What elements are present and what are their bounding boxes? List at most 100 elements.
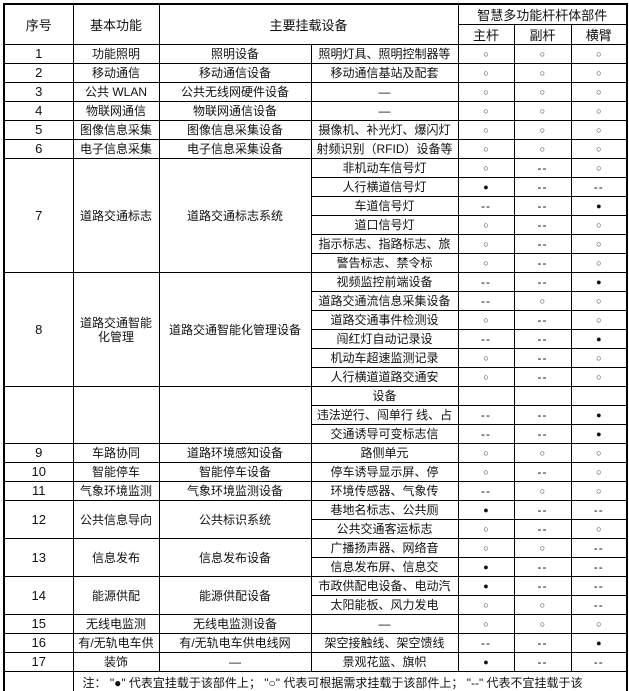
cell-mark-cross-arm: ○ bbox=[570, 443, 628, 463]
cell-function: 气象环境监测 bbox=[72, 481, 160, 501]
cell-mark-sub-pole: ○ bbox=[513, 82, 572, 102]
cell-mark-main-pole: ● bbox=[457, 652, 515, 672]
cell-mark-main-pole: ● bbox=[457, 576, 515, 596]
col-header-serial: 序号 bbox=[3, 3, 74, 45]
cell-mark-main-pole: ○ bbox=[457, 310, 515, 330]
cell-function: 有/无轨电车供 bbox=[72, 633, 160, 653]
col-header-main-pole: 主杆 bbox=[457, 24, 515, 45]
col-header-pole-parts: 智慧多功能杆杆体部件 bbox=[457, 3, 628, 25]
cell-system bbox=[158, 386, 312, 444]
cell-mark-sub-pole: -- bbox=[513, 329, 572, 349]
cell-mark-cross-arm: ○ bbox=[570, 63, 628, 83]
cell-mark-main-pole bbox=[457, 386, 515, 406]
cell-no bbox=[3, 386, 74, 444]
cell-mark-cross-arm: ● bbox=[570, 405, 628, 425]
cell-mark-main-pole: -- bbox=[457, 291, 515, 311]
cell-no: 9 bbox=[3, 443, 74, 463]
cell-device: — bbox=[310, 82, 459, 102]
cell-device: — bbox=[310, 101, 459, 121]
cell-mark-cross-arm: ○ bbox=[570, 462, 628, 482]
cell-function: 装饰 bbox=[72, 652, 160, 672]
cell-system: 智能停车设备 bbox=[158, 462, 312, 482]
cell-mark-main-pole: ● bbox=[457, 500, 515, 520]
cell-mark-sub-pole: -- bbox=[513, 158, 572, 178]
cell-mark-sub-pole: -- bbox=[513, 177, 572, 197]
cell-mark-main-pole: ○ bbox=[457, 348, 515, 368]
table-row: 14 能源供配 能源供配设备 市政供配电设备、电动汽 ● -- -- bbox=[3, 576, 628, 615]
cell-mark-cross-arm: ● bbox=[570, 633, 628, 653]
cell-mark-cross-arm: ● bbox=[570, 329, 628, 349]
cell-device: 巷地名标志、公共厕 bbox=[310, 500, 459, 520]
cell-device: 移动通信基站及配套 bbox=[310, 63, 459, 83]
cell-system: 道路交通标志系统 bbox=[158, 158, 312, 273]
cell-mark-main-pole: ○ bbox=[457, 367, 515, 387]
cell-device: 停车诱导显示屏、停 bbox=[310, 462, 459, 482]
cell-mark-cross-arm: ○ bbox=[570, 481, 628, 501]
cell-device: — bbox=[310, 614, 459, 634]
cell-mark-cross-arm: ○ bbox=[570, 291, 628, 311]
cell-system: 有/无轨电车供电线网 bbox=[158, 633, 312, 653]
table-row: 11 气象环境监测 气象环境监测设备 环境传感器、气象传 -- ○ ○ bbox=[3, 481, 628, 501]
cell-mark-sub-pole bbox=[513, 386, 572, 406]
cell-no: 4 bbox=[3, 101, 74, 121]
table-row: 4 物联网通信 物联网通信设备 — ○ ○ ○ bbox=[3, 101, 628, 121]
equipment-mounting-table: 序号 基本功能 主要挂载设备 智慧多功能杆杆体部件 主杆 副杆 横臂 1 功能照明… bbox=[3, 3, 629, 691]
table-row: 7 道路交通标志 道路交通标志系统 非机动车信号灯 ○ -- ○ bbox=[3, 158, 628, 273]
cell-device: 摄像机、补光灯、爆闪灯 bbox=[310, 120, 459, 140]
cell-mark-sub-pole: -- bbox=[513, 576, 572, 596]
cell-mark-main-pole: -- bbox=[457, 405, 515, 425]
cell-mark-cross-arm: ○ bbox=[570, 310, 628, 330]
table-row: 15 无线电监测 无线电监测设备 — ○ ○ ○ bbox=[3, 614, 628, 634]
cell-device: 环境传感器、气象传 bbox=[310, 481, 459, 501]
cell-mark-sub-pole: ○ bbox=[513, 291, 572, 311]
cell-mark-sub-pole: -- bbox=[513, 633, 572, 653]
cell-mark-main-pole: ○ bbox=[457, 120, 515, 140]
table-row: 8 道路交通智能化管理 道路交通智能化管理设备 视频监控前端设备 -- -- ● bbox=[3, 272, 628, 387]
col-header-main-equipment: 主要挂载设备 bbox=[158, 3, 459, 45]
cell-mark-main-pole: -- bbox=[457, 196, 515, 216]
table-row: 17 装饰 — 景观花篮、旗帜 ● -- -- bbox=[3, 652, 628, 672]
cell-mark-cross-arm: -- bbox=[570, 538, 628, 558]
cell-device: 车道信号灯 bbox=[310, 196, 459, 216]
table-row: 9 车路协同 道路环境感知设备 路侧单元 ○ ○ ○ bbox=[3, 443, 628, 463]
cell-mark-sub-pole: ○ bbox=[513, 44, 572, 64]
cell-mark-sub-pole: -- bbox=[513, 253, 572, 273]
cell-system: 道路环境感知设备 bbox=[158, 443, 312, 463]
cell-device: 景观花篮、旗帜 bbox=[310, 652, 459, 672]
table-row: 太阳能板、风力发电 ○ ○ -- bbox=[4, 595, 628, 615]
cell-system: 无线电监测设备 bbox=[158, 614, 312, 634]
cell-device: 人行横道道路交通安 bbox=[310, 367, 459, 387]
cell-system: — bbox=[158, 652, 312, 672]
header-row-1: 序号 基本功能 主要挂载设备 智慧多功能杆杆体部件 bbox=[3, 3, 628, 45]
cell-device: 指示标志、指路标志、旅 bbox=[310, 234, 459, 254]
cell-mark-main-pole: ○ bbox=[457, 443, 515, 463]
cell-mark-cross-arm: -- bbox=[570, 177, 628, 197]
table-row: 16 有/无轨电车供 有/无轨电车供电线网 架空接触线、架空馈线 -- -- ● bbox=[3, 633, 628, 653]
cell-device: 太阳能板、风力发电 bbox=[310, 595, 459, 615]
cell-function: 公共 WLAN bbox=[72, 82, 160, 102]
cell-device: 照明灯具、照明控制器等 bbox=[310, 44, 459, 64]
table-row: 13 信息发布 信息发布设备 广播扬声器、网络音 ○ ○ -- bbox=[3, 538, 628, 577]
cell-device: 机动车超速监测记录 bbox=[310, 348, 459, 368]
cell-mark-main-pole: ○ bbox=[457, 215, 515, 235]
cell-mark-cross-arm: ○ bbox=[570, 367, 628, 387]
cell-no: 17 bbox=[3, 652, 74, 672]
cell-mark-cross-arm: ○ bbox=[570, 348, 628, 368]
cell-function: 公共信息导向 bbox=[72, 500, 160, 539]
cell-device: 架空接触线、架空馈线 bbox=[310, 633, 459, 653]
cell-device: 路侧单元 bbox=[310, 443, 459, 463]
cell-function: 道路交通标志 bbox=[72, 158, 160, 273]
cell-mark-main-pole: ○ bbox=[457, 63, 515, 83]
cell-no: 7 bbox=[3, 158, 74, 273]
cell-device: 视频监控前端设备 bbox=[310, 272, 459, 292]
cell-mark-cross-arm: ○ bbox=[570, 614, 628, 634]
cell-no: 8 bbox=[3, 272, 74, 387]
cell-mark-sub-pole: ○ bbox=[513, 101, 572, 121]
cell-mark-cross-arm: ○ bbox=[570, 234, 628, 254]
cell-mark-cross-arm bbox=[570, 386, 628, 406]
cell-mark-cross-arm: ○ bbox=[570, 101, 628, 121]
cell-device: 信息发布屏、信息交 bbox=[310, 557, 459, 577]
cell-no: 6 bbox=[3, 139, 74, 159]
col-header-cross-arm: 横臂 bbox=[570, 24, 628, 45]
